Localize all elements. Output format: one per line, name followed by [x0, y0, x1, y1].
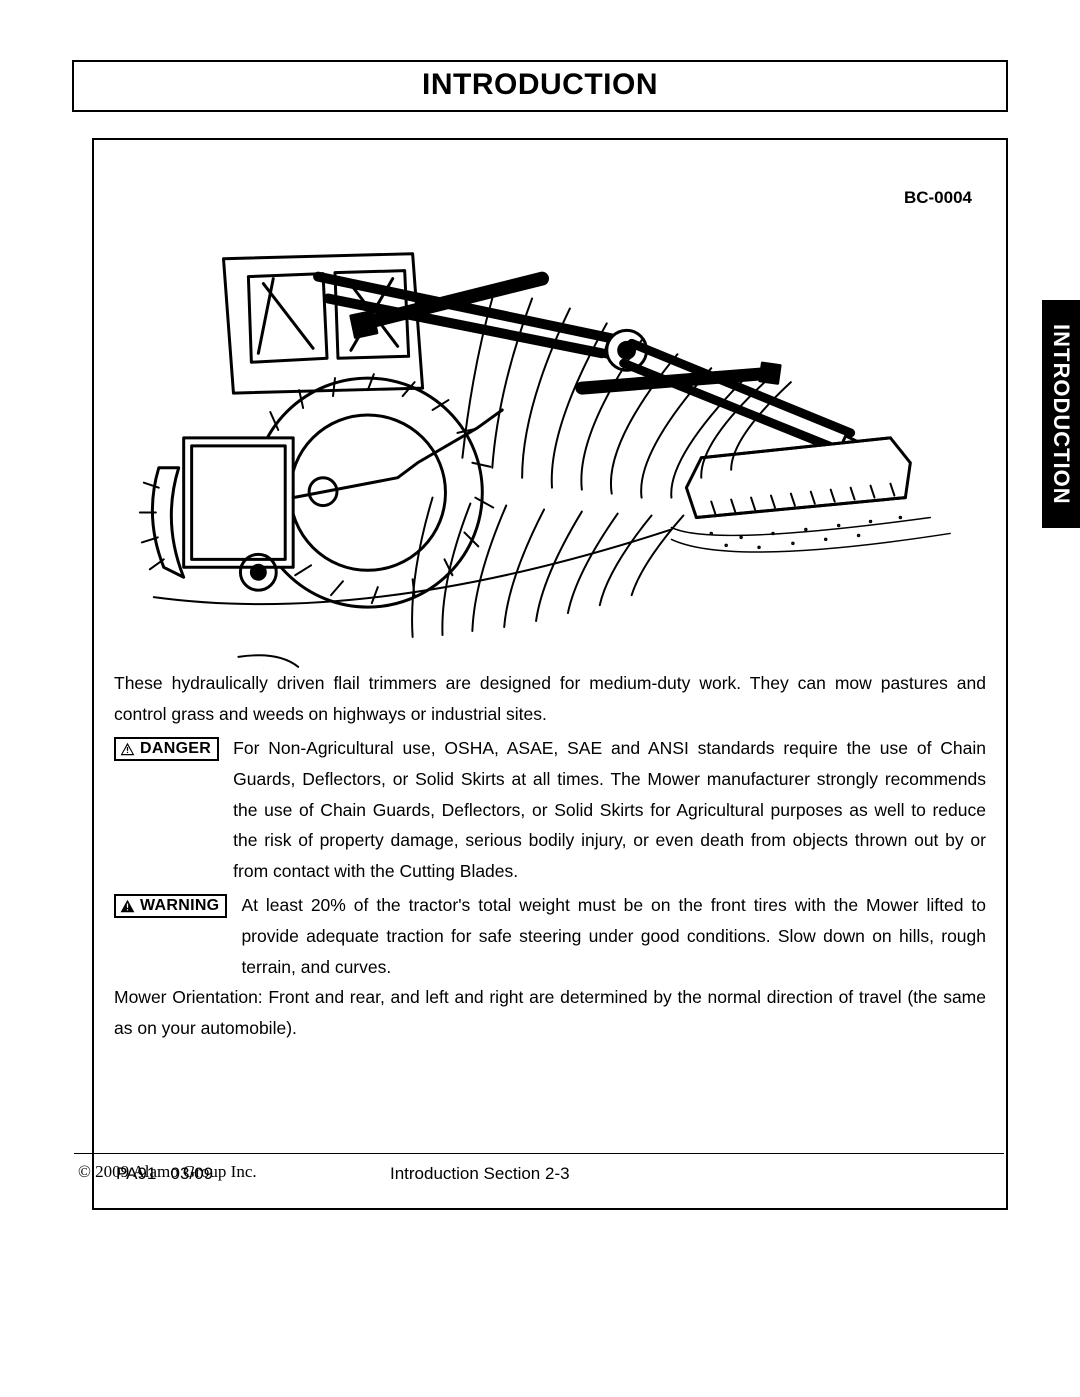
alert-triangle-icon [120, 899, 135, 913]
danger-paragraph: For Non-Agricultural use, OSHA, ASAE, SA… [233, 733, 986, 886]
page-title: INTRODUCTION [74, 68, 1006, 102]
warning-badge: WARNING [114, 894, 227, 918]
danger-row: DANGER For Non-Agricultural use, OSHA, A… [114, 733, 986, 886]
intro-paragraph: These hydraulically driven flail trimmer… [114, 668, 986, 729]
title-bar: INTRODUCTION [72, 60, 1008, 112]
warning-paragraph: At least 20% of the tractor's total weig… [241, 890, 986, 982]
content-frame: BC-0004 [92, 138, 1008, 1210]
copyright-line: © 2009 Alamo Group Inc. [78, 1162, 257, 1182]
figure-container: BC-0004 [114, 158, 986, 668]
section-side-tab: INTRODUCTION [1042, 300, 1080, 528]
warning-label: WARNING [140, 897, 219, 915]
danger-label: DANGER [140, 740, 211, 758]
alert-triangle-icon [120, 742, 135, 756]
side-tab-label: INTRODUCTION [1048, 324, 1074, 505]
warning-row: WARNING At least 20% of the tractor's to… [114, 890, 986, 982]
danger-badge: DANGER [114, 737, 219, 761]
figure-code: BC-0004 [904, 188, 972, 208]
tractor-mower-illustration [114, 158, 986, 668]
body-text: These hydraulically driven flail trimmer… [114, 668, 986, 1044]
footer-rule [74, 1153, 1004, 1154]
orientation-paragraph: Mower Orientation: Front and rear, and l… [114, 982, 986, 1043]
section-label: Introduction Section 2-3 [380, 1164, 984, 1184]
